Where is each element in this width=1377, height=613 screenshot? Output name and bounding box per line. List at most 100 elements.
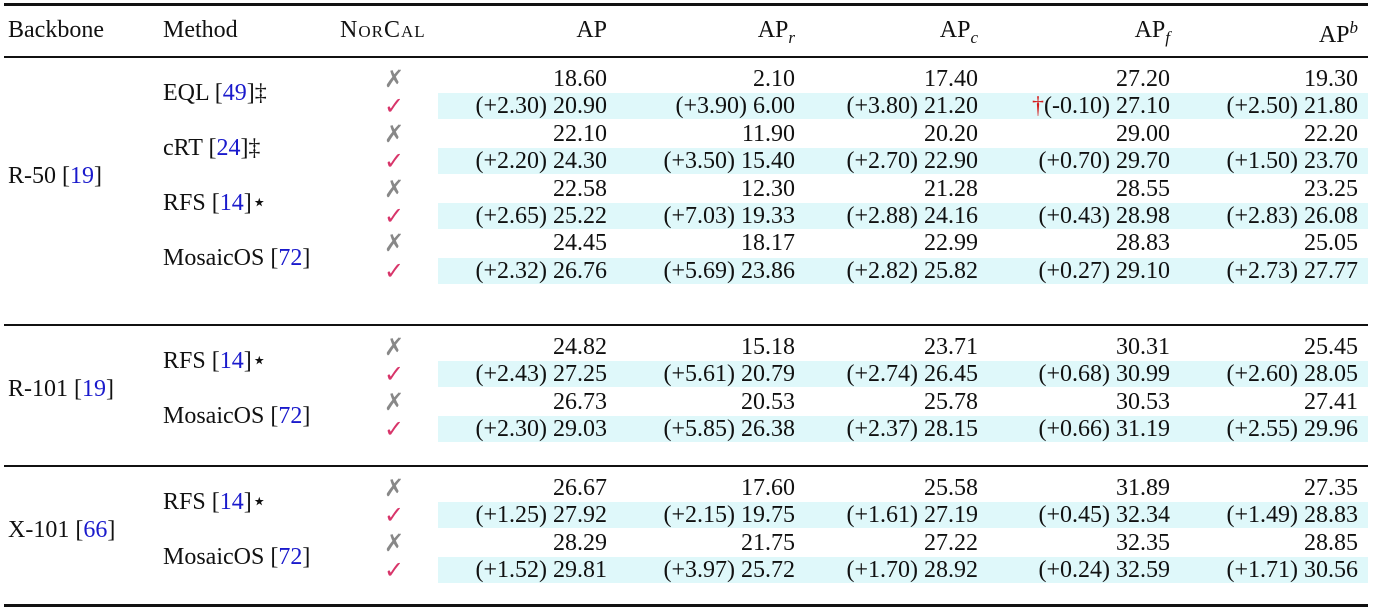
value-cell: 30.31 [1116, 334, 1170, 360]
value-cell: 24.45 [553, 230, 607, 256]
value-text: (+3.97) 25.72 [663, 557, 795, 584]
value-cell: (+2.70) 22.90 [846, 148, 978, 174]
value-cell: (+7.03) 19.33 [663, 203, 795, 229]
highlight-band [438, 416, 1368, 443]
citation-link[interactable]: 19 [82, 375, 106, 402]
header-rule [4, 56, 1368, 58]
citation-link[interactable]: 14 [219, 348, 244, 375]
header-ap-r-base: AP [757, 17, 789, 43]
value-cell: (+2.15) 19.75 [663, 502, 795, 528]
value-cell: 11.90 [742, 121, 795, 147]
value-text: 22.58 [553, 175, 607, 202]
value-text: 31.89 [1116, 475, 1170, 501]
value-cell: (+0.45) 32.34 [1038, 502, 1170, 528]
cross-icon: ✗ [383, 333, 405, 361]
value-cell: (+2.30) 29.03 [475, 416, 607, 442]
value-text: 32.35 [1116, 529, 1170, 556]
value-text: (+2.70) 22.90 [846, 148, 978, 175]
value-cell: (+0.68) 30.99 [1038, 361, 1170, 387]
value-text: (+0.45) 32.34 [1038, 502, 1170, 529]
check-icon: ✓ [383, 92, 405, 121]
method-name: cRT [ [163, 135, 217, 162]
table-row-baseline: ✗ 18.60 2.10 17.40 27.20 19.30 [4, 66, 1368, 92]
value-text: (+5.69) 23.86 [663, 257, 795, 284]
citation-link[interactable]: 49 [222, 80, 247, 107]
value-text: (+2.15) 19.75 [663, 502, 795, 529]
value-text: (+3.90) 6.00 [675, 93, 795, 120]
value-cell: (+3.50) 15.40 [663, 148, 795, 174]
bottom-rule [4, 604, 1368, 607]
method-name: RFS [ [163, 190, 220, 216]
highlight-band [438, 203, 1368, 229]
table-row-norcal: ✓ (+2.30) 20.90 (+3.90) 6.00 (+3.80) 21.20 †… [4, 92, 1368, 121]
citation-link[interactable]: 66 [83, 516, 108, 543]
highlight-band [438, 93, 1368, 120]
value-text: 28.29 [553, 529, 607, 556]
value-text: (+2.43) 27.25 [475, 361, 607, 388]
value-cell: 26.73 [553, 389, 607, 415]
value-text: 15.18 [741, 334, 795, 360]
value-text: 28.83 [1116, 230, 1170, 257]
check-icon: ✓ [383, 202, 405, 230]
backbone-name: X-101 [ [8, 516, 84, 543]
citation-link[interactable]: 72 [278, 544, 303, 571]
method-name: MosaicOS [ [163, 244, 279, 271]
method-suffix: ]⋆ [243, 190, 267, 216]
citation-link[interactable]: 19 [70, 162, 94, 189]
value-cell: 31.89 [1116, 475, 1170, 501]
method-label: MosaicOS [72] [163, 402, 310, 430]
highlight-band [438, 257, 1368, 284]
value-cell: (+5.61) 20.79 [663, 361, 795, 387]
value-cell: 17.60 [741, 475, 795, 501]
value-cell: 29.00 [1116, 121, 1170, 147]
citation-link[interactable]: 14 [219, 489, 244, 516]
header-ap-b-sup: b [1349, 18, 1359, 37]
value-cell: (+2.73) 27.77 [1226, 258, 1358, 284]
backbone-bracket: ] [94, 162, 102, 189]
value-text: 11.90 [741, 120, 795, 147]
citation-link[interactable]: 24 [216, 135, 241, 162]
citation-link[interactable]: 72 [278, 403, 303, 430]
value-cell: (+0.66) 31.19 [1038, 416, 1170, 442]
value-cell: 27.35 [1304, 475, 1358, 501]
value-cell: 25.78 [924, 389, 978, 415]
cross-icon: ✗ [383, 65, 405, 93]
method-label: RFS [14]⋆ [163, 189, 267, 217]
value-text: (+1.25) 27.92 [475, 502, 607, 529]
value-text: 27.41 [1304, 388, 1358, 415]
value-text: 21.28 [924, 175, 978, 202]
value-cell: (+0.43) 28.98 [1038, 203, 1170, 229]
value-text: (+1.70) 28.92 [846, 557, 978, 584]
table-row-norcal: ✓ (+2.43) 27.25 (+5.61) 20.79 (+2.74) 26.45… [4, 361, 1368, 388]
header-ap: AP [576, 17, 607, 43]
table-row-baseline: ✗ 24.82 15.18 23.71 30.31 25.45 [4, 334, 1368, 360]
value-text: (+0.24) 32.59 [1038, 557, 1170, 584]
check-icon: ✓ [383, 556, 405, 585]
value-text: (+3.50) 15.40 [663, 148, 795, 175]
check-icon: ✓ [383, 256, 405, 285]
method-suffix: ]‡ [246, 80, 267, 107]
value-cell: (+2.43) 27.25 [475, 361, 607, 387]
value-cell: 19.30 [1304, 66, 1358, 92]
value-text: 24.45 [553, 230, 607, 257]
value-cell: (+2.82) 25.82 [846, 258, 978, 284]
header-backbone: Backbone [8, 17, 104, 43]
value-cell: 20.53 [741, 389, 795, 415]
citation-link[interactable]: 14 [219, 190, 244, 216]
value-cell: 22.99 [924, 230, 978, 256]
value-cell: (+2.55) 29.96 [1226, 416, 1358, 442]
value-text: 22.20 [1304, 120, 1358, 147]
table-row-norcal: ✓ (+2.30) 29.03 (+5.85) 26.38 (+2.37) 28.15… [4, 416, 1368, 443]
header-ap-b-base: AP [1318, 22, 1350, 48]
method-suffix: ] [302, 403, 311, 430]
check-icon: ✓ [383, 147, 405, 176]
value-cell: 18.17 [741, 230, 795, 256]
value-cell: 32.35 [1116, 530, 1170, 556]
value-cell: 20.20 [924, 121, 978, 147]
value-cell: 21.75 [741, 530, 795, 556]
table-row-baseline: ✗ 22.58 12.30 21.28 28.55 23.25 [4, 176, 1368, 202]
header-ap-r: APr [758, 16, 795, 52]
citation-link[interactable]: 72 [278, 244, 303, 271]
value-cell: (+1.50) 23.70 [1226, 148, 1358, 174]
value-text: 18.60 [553, 66, 607, 92]
